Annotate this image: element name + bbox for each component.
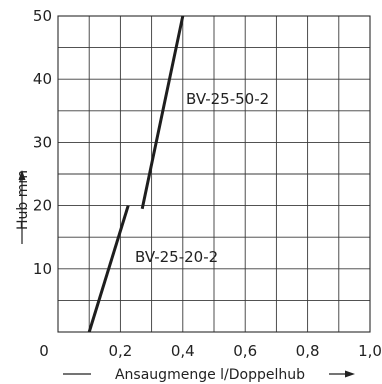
y-tick-label: 50 (33, 7, 52, 25)
y-tick-labels: 10 20 30 40 50 (33, 7, 52, 278)
x-tick-labels: 0 0,2 0,4 0,6 0,8 1,0 (39, 342, 382, 360)
x-tick-label: 1,0 (358, 342, 382, 360)
x-tick-label: 0,6 (233, 342, 257, 360)
y-axis-arrow-head-icon (18, 170, 26, 180)
x-tick-label: 0,4 (171, 342, 195, 360)
y-tick-label: 10 (33, 260, 52, 278)
series-label-bv-25-20-2: BV-25-20-2 (135, 248, 218, 266)
y-tick-label: 20 (33, 197, 52, 215)
x-tick-label: 0,2 (108, 342, 132, 360)
x-tick-label: 0,8 (296, 342, 320, 360)
series-line-bv-25-20-2 (87, 205, 130, 333)
series-label-bv-25-50-2: BV-25-50-2 (186, 90, 269, 108)
x-axis-label: Ansaugmenge l/Doppelhub (115, 367, 305, 383)
y-axis-label: Hub mm (15, 170, 31, 230)
plot-frame (57, 15, 371, 333)
series-line-bv-25-50-2 (140, 15, 185, 210)
x-axis-label-group: Ansaugmenge l/Doppelhub (63, 367, 355, 383)
y-axis-label-group: Hub mm (15, 170, 31, 244)
x-axis-arrow-head-icon (345, 370, 355, 378)
series-group (87, 15, 185, 333)
y-tick-label: 30 (33, 133, 52, 151)
x-tick-label: 0 (39, 342, 49, 360)
y-tick-label: 40 (33, 70, 52, 88)
